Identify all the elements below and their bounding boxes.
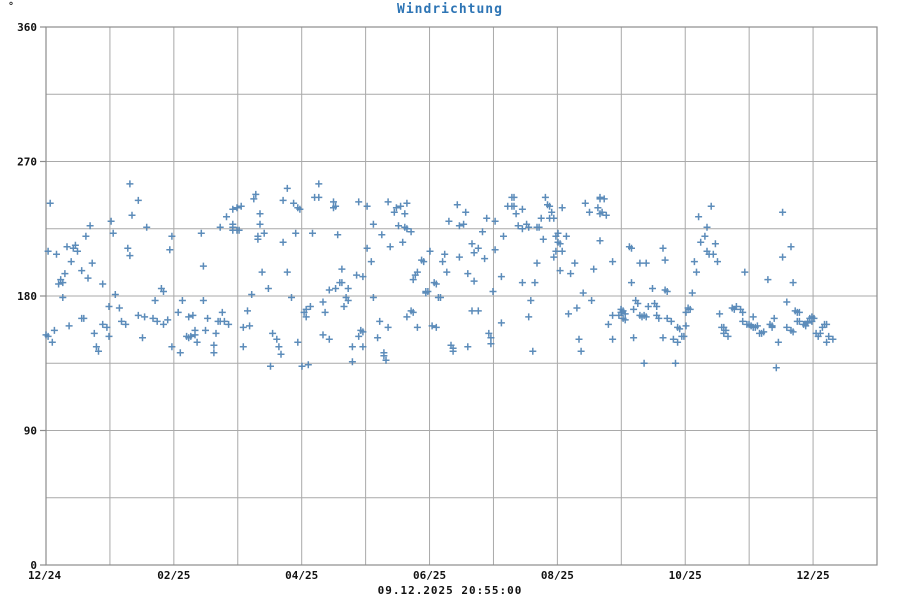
x-tick-label: 12/25	[797, 569, 830, 582]
timestamp-label: 09.12.2025 20:55:00	[377, 584, 523, 597]
y-tick-label: 360	[17, 21, 37, 34]
y-tick-label: 0	[30, 559, 37, 572]
x-tick-label: 08/25	[541, 569, 574, 582]
x-tick-label: 10/25	[669, 569, 702, 582]
y-axis-unit-label: °	[8, 1, 15, 12]
x-tick-label: 12/24	[28, 569, 61, 582]
chart-title: Windrichtung	[397, 2, 503, 17]
y-tick-label: 270	[17, 156, 37, 169]
data-points	[42, 180, 837, 372]
y-tick-label: 90	[24, 425, 37, 438]
x-tick-label: 04/25	[285, 569, 318, 582]
x-tick-label: 02/25	[157, 569, 190, 582]
x-tick-label: 06/25	[413, 569, 446, 582]
y-tick-label: 180	[17, 290, 37, 303]
data-point-markers	[42, 180, 837, 372]
